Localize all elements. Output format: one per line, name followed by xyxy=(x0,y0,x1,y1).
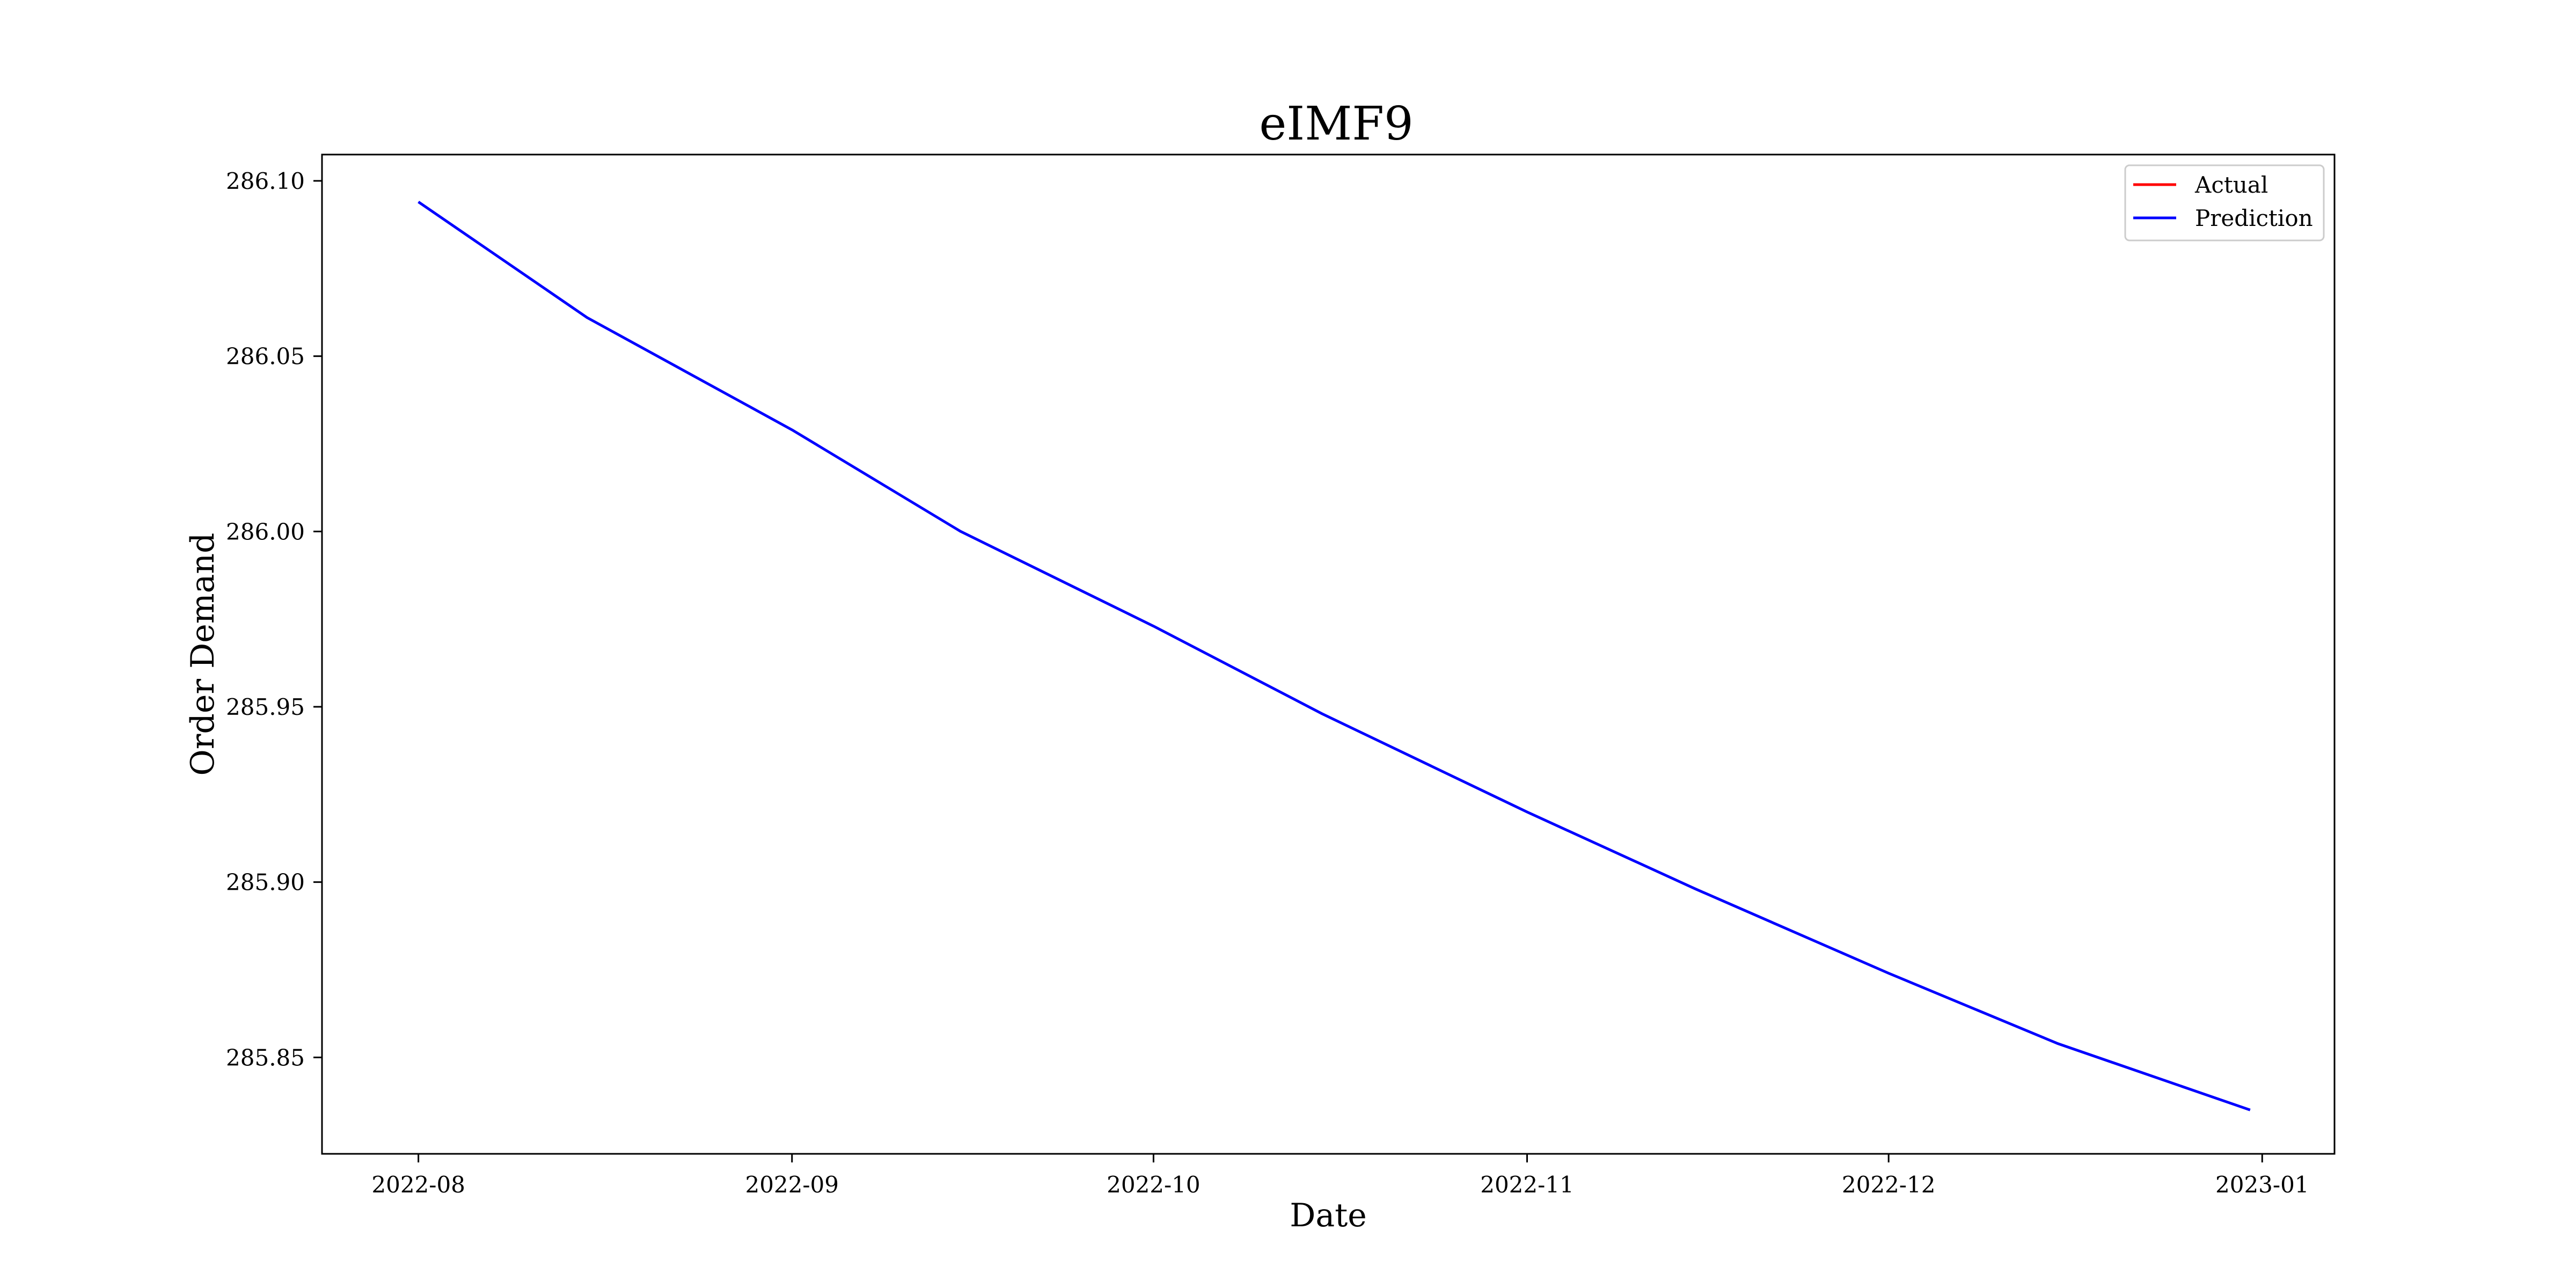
legend-label: Actual xyxy=(2194,172,2268,198)
y-axis-label: Order Demand xyxy=(184,533,222,776)
plot-frame xyxy=(321,153,2336,1155)
x-tick-label: 2022-09 xyxy=(745,1172,839,1198)
y-tick-label: 285.95 xyxy=(226,694,305,720)
y-tick-label: 286.00 xyxy=(226,518,305,545)
chart-title: eIMF9 xyxy=(1259,97,1413,151)
legend-label: Prediction xyxy=(2195,205,2313,231)
plot-area xyxy=(418,201,2251,1111)
y-tick-label: 285.90 xyxy=(226,869,305,896)
legend: Actual Prediction xyxy=(2124,164,2325,241)
axis-ticks: 2022-08 2022-09 2022-10 2022-11 2022-12 2023-… xyxy=(226,168,2309,1198)
x-tick-label: 2022-12 xyxy=(1842,1172,1936,1198)
y-tick-label: 286.05 xyxy=(226,343,305,370)
x-tick-label: 2022-11 xyxy=(1480,1172,1574,1198)
y-tick-label: 286.10 xyxy=(226,168,305,194)
x-tick-label: 2022-08 xyxy=(371,1172,465,1198)
series-line-prediction xyxy=(418,201,2251,1111)
y-tick-label: 285.85 xyxy=(226,1044,305,1071)
x-tick-label: 2023-01 xyxy=(2215,1172,2309,1198)
x-axis-label: Date xyxy=(1290,1197,1367,1234)
x-tick-label: 2022-10 xyxy=(1107,1172,1201,1198)
